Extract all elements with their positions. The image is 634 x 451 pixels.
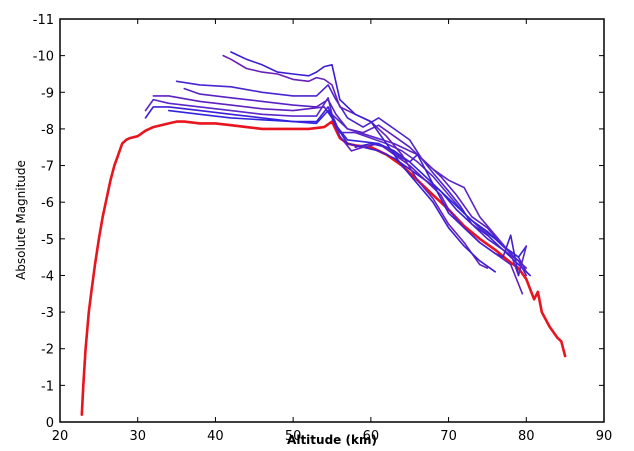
y-axis-title: Absolute Magnitude: [14, 160, 28, 280]
series-line-9: [331, 113, 528, 277]
plot-background: [60, 19, 604, 422]
y-tick-label: -4: [41, 269, 54, 284]
x-tick-label: 50: [285, 429, 302, 444]
y-tick-label: -8: [41, 123, 54, 138]
tick-layer: 20 30 40 50 60 70 80 90 0 -1 -2 -3 -4 -5 -6 -7 -8 -9 -10 -1…: [33, 13, 613, 444]
series-line-10: [354, 142, 520, 277]
y-tick-label: -10: [33, 50, 54, 65]
x-tick-label: 70: [440, 429, 457, 444]
x-tick-label: 80: [518, 429, 535, 444]
y-tick-label: 0: [46, 416, 54, 431]
y-tick-label: -2: [41, 343, 54, 358]
x-tick-label: 90: [596, 429, 613, 444]
x-tick-label: 60: [363, 429, 380, 444]
series-line-5: [183, 87, 528, 273]
y-tick-label: -7: [41, 160, 54, 175]
plot-frame: [59, 18, 605, 423]
series-line-6: [168, 109, 528, 258]
x-tick-label: 30: [129, 429, 146, 444]
series-line-8: [230, 51, 497, 273]
y-tick-label: -3: [41, 306, 54, 321]
y-tick-label: -6: [41, 196, 54, 211]
series-line-7: [222, 54, 489, 269]
x-tick-label: 40: [207, 429, 224, 444]
series-line-4: [175, 80, 528, 277]
y-tick-label: -1: [41, 379, 54, 394]
y-tick-label: -11: [33, 13, 54, 28]
series-layer: [80, 51, 567, 417]
x-tick-label: 20: [52, 429, 69, 444]
series-line-red: [80, 120, 567, 417]
y-tick-label: -9: [41, 86, 54, 101]
x-axis-title: Altitude (km): [287, 433, 377, 447]
y-tick-label: -5: [41, 233, 54, 248]
